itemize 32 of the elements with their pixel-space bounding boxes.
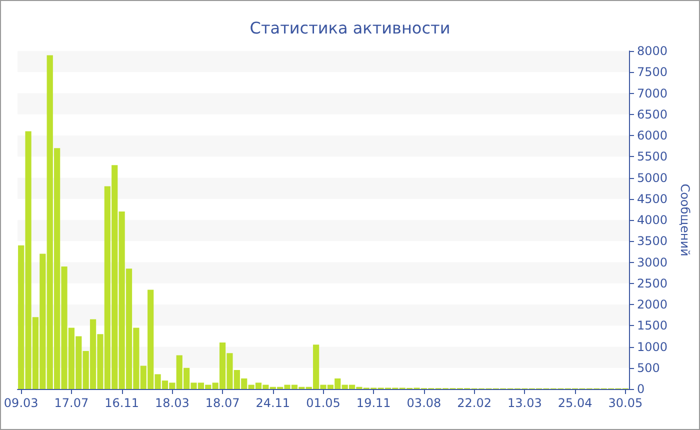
y-tick-label: 3500: [637, 234, 668, 248]
y-tick-label: 7000: [637, 86, 668, 100]
y-tick-label: 500: [637, 360, 660, 375]
y-tick-label: 8000: [637, 44, 668, 58]
x-tick-label: 17.07: [54, 396, 89, 410]
x-tick-label: 18.07: [205, 396, 240, 410]
x-tick-label: 30.05: [608, 396, 643, 410]
y-tick-label: 6500: [637, 107, 668, 122]
x-tick-label: 19.11: [356, 396, 391, 410]
x-tick-label: 03.08: [406, 396, 442, 410]
y-tick-label: 1500: [637, 318, 668, 333]
y-tick-label: 5000: [637, 170, 668, 185]
y-tick-label: 2000: [637, 298, 668, 312]
x-tick-label: 13.03: [508, 396, 542, 410]
y-axis-title: Сообщений: [678, 184, 692, 256]
x-tick-label: 24.11: [256, 396, 290, 410]
x-tick-label: 01.05: [306, 396, 340, 410]
y-tick-label: 3000: [637, 255, 668, 270]
y-tick-label: 0: [637, 382, 645, 396]
chart-title: Статистика активности: [250, 18, 450, 38]
y-tick-label: 2500: [637, 276, 668, 290]
x-tick-label: 25.04: [558, 396, 592, 410]
x-tick-label: 22.02: [457, 396, 492, 410]
y-tick-label: 6000: [637, 128, 668, 142]
y-tick-label: 5500: [637, 150, 668, 164]
y-tick-label: 1000: [637, 340, 668, 354]
y-tick-label: 4500: [637, 192, 668, 206]
x-tick-label: 16.11: [104, 396, 139, 410]
x-tick-label: 18.03: [154, 396, 190, 410]
y-tick-label: 7500: [637, 65, 668, 80]
y-tick-label: 4000: [637, 213, 668, 227]
x-tick-label: 09.03: [4, 396, 38, 410]
